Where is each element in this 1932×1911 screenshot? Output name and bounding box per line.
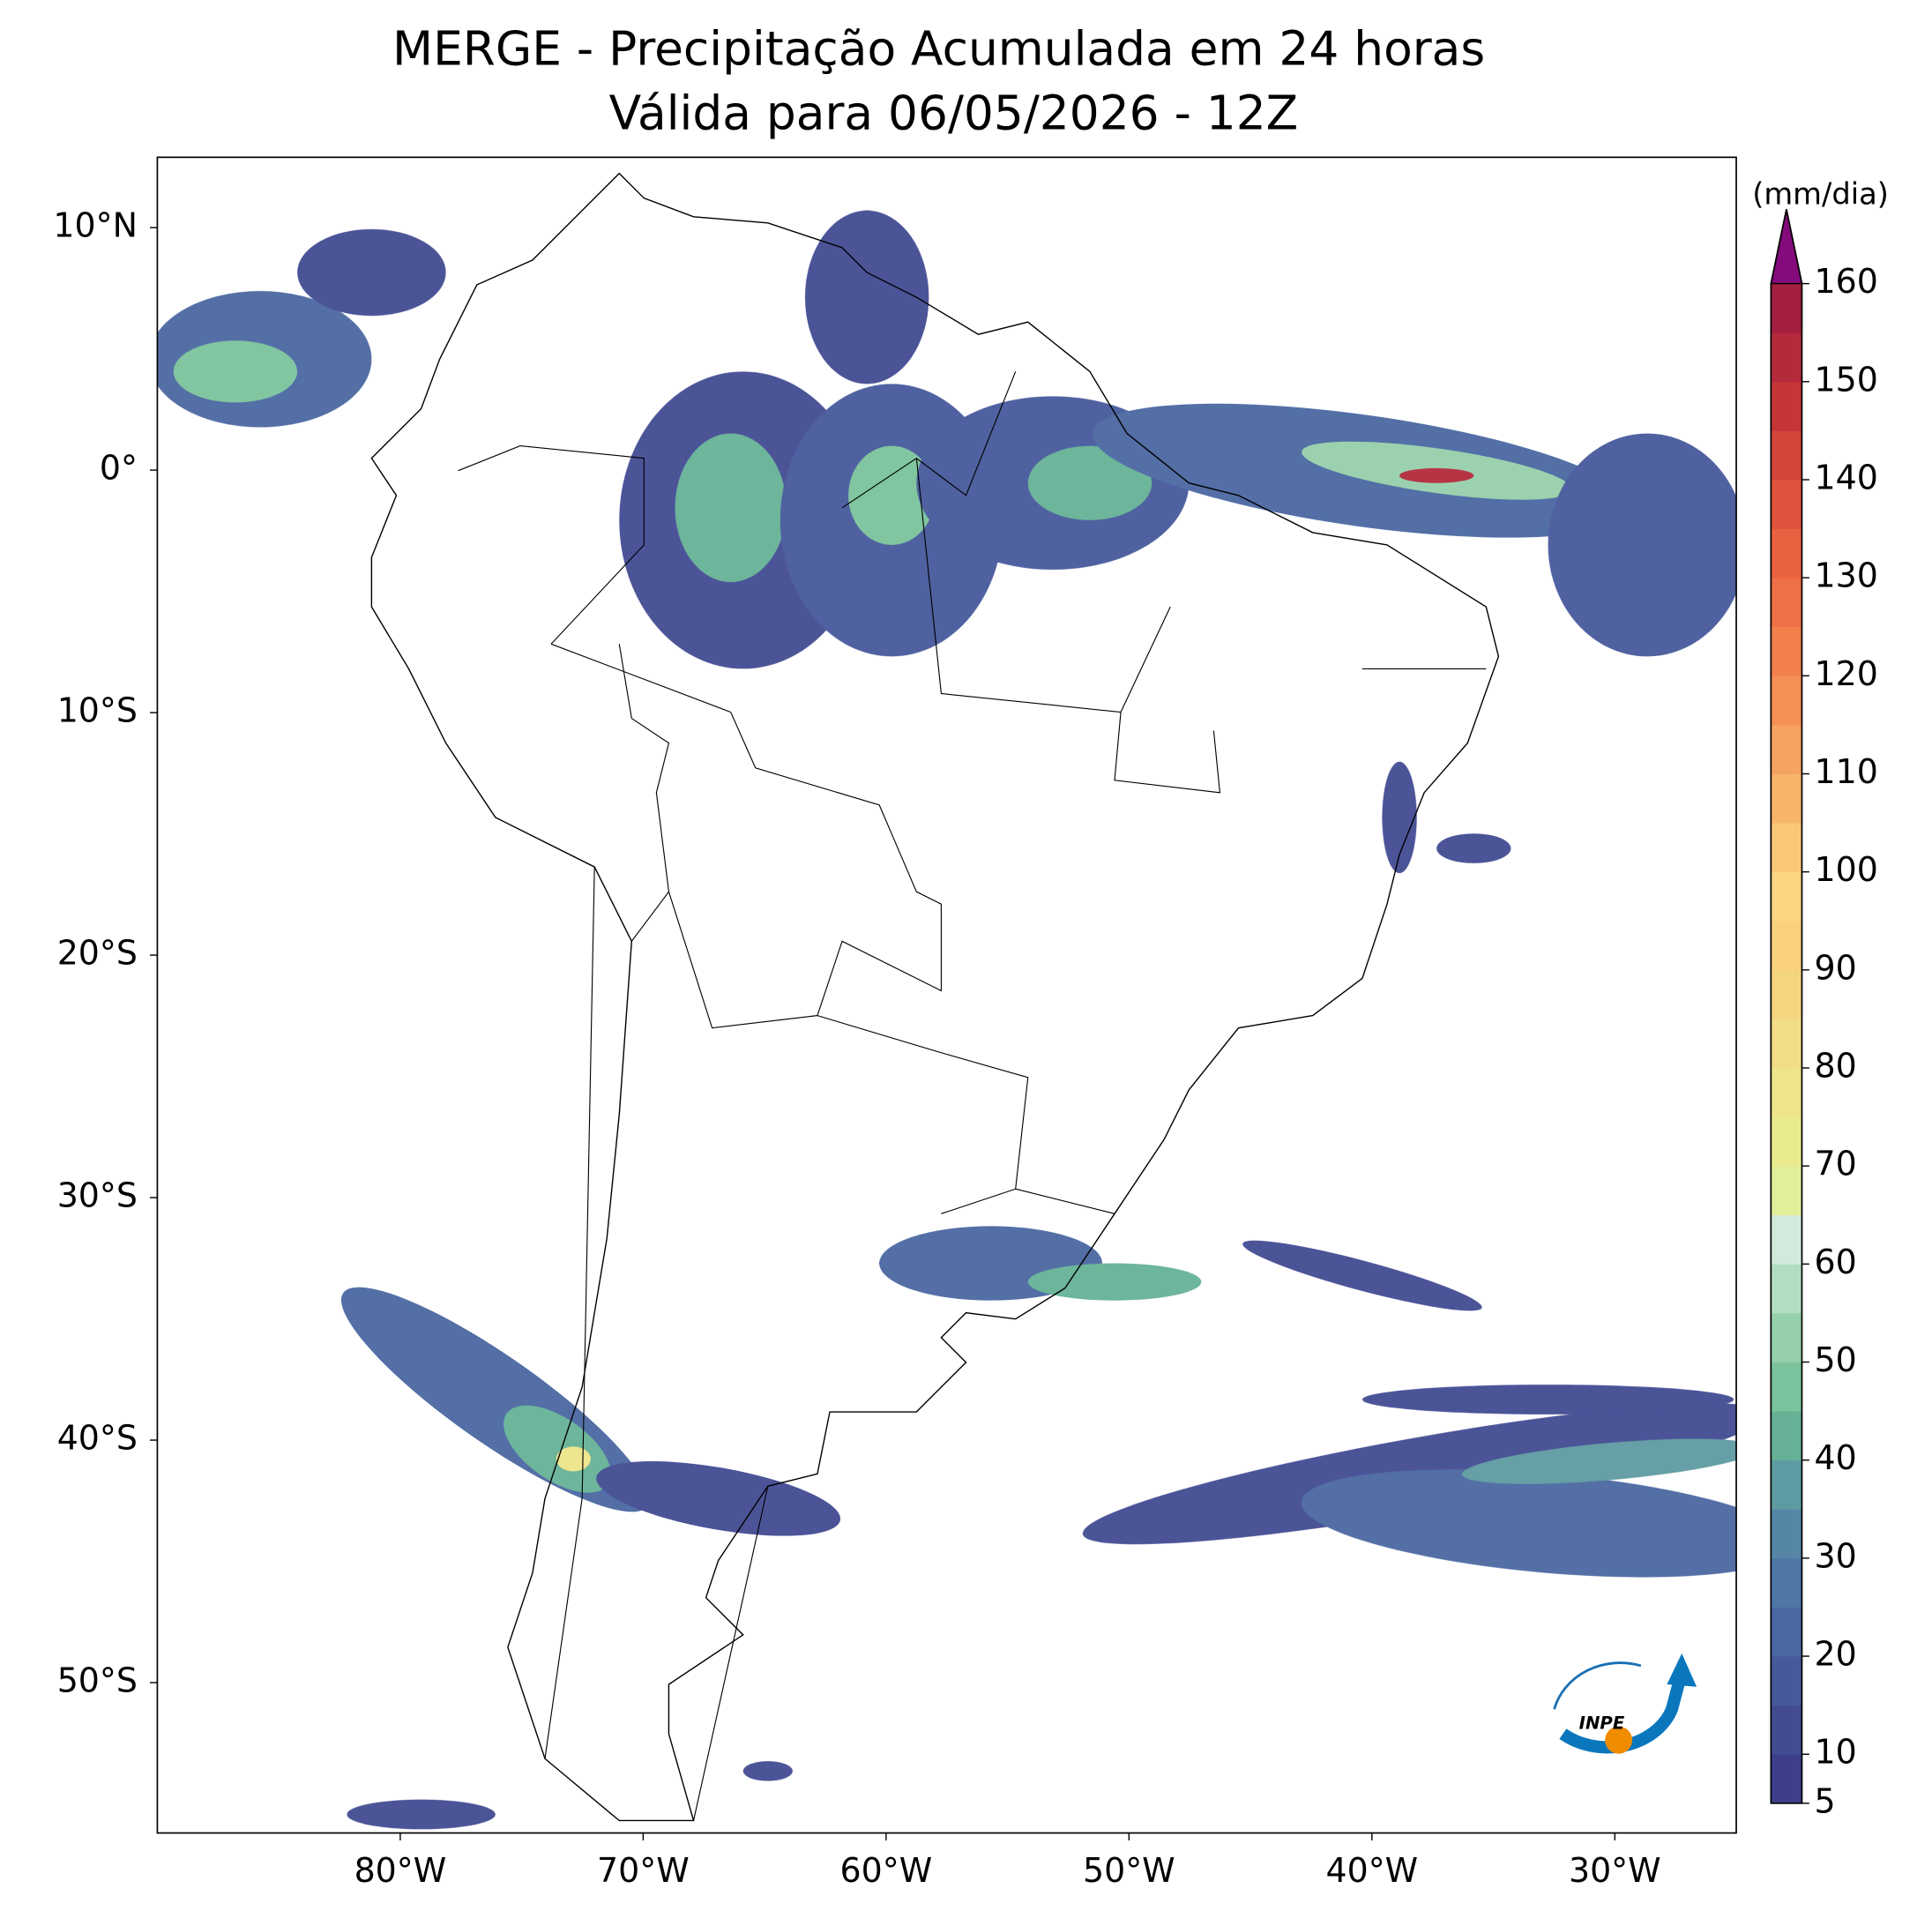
colorbar-tick-label: 60 [1815, 1243, 1857, 1281]
y-tick-label: 20°S [57, 934, 138, 973]
country-borders [458, 371, 1487, 1821]
colorbar-extend [1770, 209, 1803, 285]
colorbar-band [1771, 283, 1802, 333]
colorbar-band [1771, 1509, 1802, 1559]
colorbar-band [1771, 1312, 1802, 1362]
colorbar-outline [1770, 209, 1803, 1804]
y-tick-label: 10°N [53, 206, 138, 245]
colorbar-band [1771, 626, 1802, 676]
colorbar-tick-label: 5 [1815, 1781, 1836, 1820]
colorbar-band [1771, 823, 1802, 873]
colorbar-band [1771, 528, 1802, 579]
x-tick-label: 80°W [354, 1851, 447, 1890]
colorbar-tick-label: 150 [1815, 360, 1878, 399]
colorbar-band [1771, 1459, 1802, 1510]
map-title: MERGE - Precipitação Acumulada em 24 hor… [392, 21, 1485, 77]
colorbar-band [1771, 1362, 1802, 1412]
colorbar-band [1771, 479, 1802, 529]
y-tick-label: 30°S [57, 1176, 138, 1215]
y-tick-label: 10°S [57, 691, 138, 730]
precipitation [157, 210, 1737, 1830]
x-tick-label: 40°W [1325, 1851, 1418, 1890]
colorbar-band [1771, 332, 1802, 383]
x-tick-label: 60°W [840, 1851, 933, 1890]
colorbar-unit: (mm/dia) [1752, 176, 1889, 211]
colorbar-band [1771, 1116, 1802, 1167]
colorbar-band [1771, 921, 1802, 971]
colorbar-tick-label: 100 [1815, 850, 1878, 889]
colorbar-tick-label: 30 [1815, 1536, 1857, 1575]
logo: INPE [1553, 1653, 1697, 1754]
x-tick-label: 50°W [1083, 1851, 1175, 1890]
colorbar-tick-label: 160 [1815, 262, 1878, 301]
colorbar-tick-label: 40 [1815, 1438, 1857, 1477]
colorbar-band [1771, 773, 1802, 824]
y-tick-label: 40°S [57, 1419, 138, 1458]
colorbar-band [1771, 381, 1802, 431]
colorbar-tick-label: 140 [1815, 458, 1878, 496]
colorbar-tick-label: 130 [1815, 556, 1878, 595]
colorbar-tick-label: 110 [1815, 752, 1878, 791]
colorbar-band [1771, 676, 1802, 726]
logo-text: INPE [1579, 1713, 1625, 1733]
colorbar-band [1771, 1754, 1802, 1804]
colorbar-tick-label: 20 [1815, 1635, 1857, 1674]
colorbar-band [1771, 1656, 1802, 1706]
colorbar-band [1771, 1019, 1802, 1069]
map-area [157, 172, 1737, 1830]
x-tick-label: 70°W [597, 1851, 690, 1890]
colorbar-band [1771, 430, 1802, 481]
colorbar-tick-label: 80 [1815, 1047, 1857, 1086]
y-tick-label: 0° [100, 449, 138, 488]
map-subtitle: Válida para 06/05/2026 - 12Z [609, 86, 1299, 141]
colorbar-tick-label: 90 [1815, 948, 1857, 987]
colorbar-band [1771, 724, 1802, 774]
x-tick-label: 30°W [1569, 1851, 1661, 1890]
colorbar-band [1771, 1705, 1802, 1755]
colorbar-tick-label: 120 [1815, 654, 1878, 693]
colorbar-band [1771, 1264, 1802, 1314]
colorbar-tick-label: 10 [1815, 1733, 1857, 1772]
y-tick-label: 50°S [57, 1661, 138, 1700]
map-frame [156, 156, 1737, 1834]
colorbar-band [1771, 1411, 1802, 1461]
colorbar-band [1771, 1214, 1802, 1265]
colorbar-band [1771, 1166, 1802, 1216]
colorbar-band [1771, 1607, 1802, 1657]
colorbar-band [1771, 1068, 1802, 1118]
colorbar-band [1771, 578, 1802, 628]
colorbar-band [1771, 1557, 1802, 1608]
colorbar-tick-label: 70 [1815, 1145, 1857, 1183]
coastline [370, 172, 1500, 1822]
colorbar-band [1771, 871, 1802, 922]
colorbar-tick-label: 50 [1815, 1340, 1857, 1379]
colorbar-band [1771, 969, 1802, 1019]
